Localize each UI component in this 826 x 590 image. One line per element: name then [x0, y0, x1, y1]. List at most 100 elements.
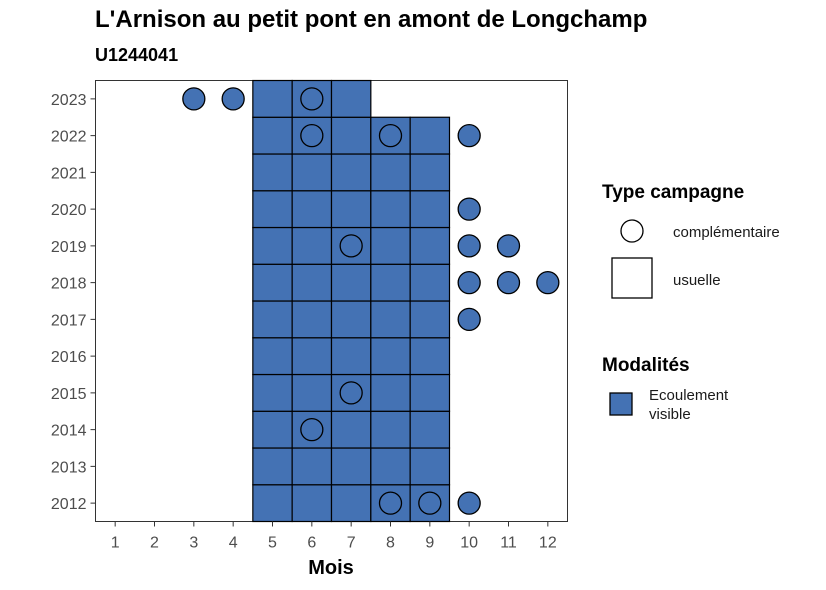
- usuelle-tile: [252, 190, 293, 229]
- x-axis: 1 2 3 4 5 6 7 8 9 10 11 12: [111, 521, 557, 552]
- legend-type-item: usuelle: [673, 272, 721, 289]
- usuelle-tile: [252, 337, 293, 376]
- usuelle-tile: [291, 373, 333, 412]
- x-tick-label: 8: [386, 535, 395, 552]
- y-tick-label: 2017: [51, 312, 87, 329]
- usuelle-tile: [409, 153, 451, 192]
- complementaire-point: [221, 87, 245, 111]
- legend-type-item: complémentaire: [673, 224, 780, 241]
- usuelle-tile: [291, 153, 333, 192]
- x-tick-label: 6: [307, 535, 316, 552]
- x-tick-label: 10: [460, 535, 478, 552]
- usuelle-tile: [409, 447, 451, 486]
- complementaire-point: [378, 123, 403, 148]
- legend-modal-key: [609, 392, 633, 416]
- usuelle-tile: [252, 410, 293, 449]
- y-tick-label: 2015: [51, 386, 87, 403]
- usuelle-tile: [291, 484, 333, 523]
- usuelle-tile: [252, 263, 293, 302]
- y-axis: 2012 2013 2014 2015 2016 2017 2018 2019 2020 2021…: [51, 92, 96, 513]
- x-tick-label: 4: [229, 535, 238, 552]
- usuelle-tile: [291, 263, 333, 302]
- usuelle-tile: [330, 190, 372, 229]
- complementaire-point: [457, 491, 481, 515]
- legend-modal-label-line: Ecoulement: [649, 387, 729, 404]
- complementaire-points: [182, 87, 560, 515]
- page-title: L'Arnison au petit pont en amont de Long…: [95, 6, 648, 33]
- x-tick-label: 12: [539, 535, 557, 552]
- usuelle-tiles: [252, 79, 451, 523]
- complementaire-point: [457, 123, 481, 148]
- complementaire-point: [496, 234, 521, 258]
- legend-modal-label-line: visible: [649, 406, 691, 423]
- x-axis-title: Mois: [308, 557, 354, 579]
- complementaire-point: [339, 381, 363, 405]
- complementaire-point: [496, 270, 521, 295]
- y-tick-label: 2020: [51, 202, 87, 219]
- x-tick-label: 9: [425, 535, 434, 552]
- legend-modal-title: Modalités: [602, 355, 690, 376]
- x-tick-label: 5: [268, 535, 277, 552]
- usuelle-tile: [330, 484, 372, 523]
- usuelle-tile: [409, 263, 451, 302]
- usuelle-tile: [252, 153, 293, 192]
- complementaire-point: [457, 270, 481, 295]
- legend-circle-symbol: [620, 219, 644, 243]
- usuelle-tile: [330, 79, 372, 118]
- x-tick-label: 11: [500, 535, 517, 552]
- complementaire-point: [339, 234, 363, 258]
- usuelle-tile: [330, 116, 372, 155]
- x-tick-label: 1: [111, 535, 120, 552]
- usuelle-tile: [291, 226, 333, 265]
- complementaire-point: [300, 123, 324, 148]
- legend: Type campagne complémentaire usuelle Mod…: [602, 182, 780, 423]
- usuelle-tile: [370, 410, 411, 449]
- complementaire-point: [300, 87, 324, 111]
- usuelle-tile: [409, 190, 451, 229]
- usuelle-tile: [409, 226, 451, 265]
- page-subtitle: U1244041: [95, 45, 179, 65]
- usuelle-tile: [330, 447, 372, 486]
- usuelle-tile: [330, 263, 372, 302]
- usuelle-tile: [291, 190, 333, 229]
- y-tick-label: 2023: [51, 92, 87, 109]
- usuelle-tile: [370, 263, 411, 302]
- usuelle-tile: [370, 190, 411, 229]
- legend-modal-label: Ecoulement visible: [649, 387, 729, 423]
- usuelle-tile: [252, 116, 293, 155]
- usuelle-tile: [252, 226, 293, 265]
- usuelle-tile: [291, 447, 333, 486]
- complementaire-point: [457, 307, 481, 332]
- usuelle-tile: [252, 447, 293, 486]
- usuelle-tile: [409, 373, 451, 412]
- usuelle-tile: [370, 153, 411, 192]
- complementaire-point: [378, 491, 403, 515]
- complementaire-point: [182, 87, 206, 111]
- usuelle-tile: [291, 337, 333, 376]
- usuelle-tile: [252, 373, 293, 412]
- x-tick-label: 7: [347, 535, 356, 552]
- usuelle-tile: [291, 300, 333, 339]
- x-tick-label: 2: [150, 535, 159, 552]
- y-tick-label: 2018: [51, 276, 87, 293]
- usuelle-tile: [370, 337, 411, 376]
- legend-type-title: Type campagne: [602, 182, 744, 203]
- y-tick-label: 2012: [51, 496, 87, 513]
- usuelle-tile: [409, 410, 451, 449]
- legend-square-symbol: [611, 257, 653, 299]
- usuelle-tile: [370, 226, 411, 265]
- y-tick-label: 2019: [51, 239, 87, 256]
- y-tick-label: 2021: [51, 165, 87, 182]
- usuelle-tile: [409, 337, 451, 376]
- complementaire-point: [418, 491, 442, 515]
- usuelle-tile: [409, 116, 451, 155]
- usuelle-tile: [370, 300, 411, 339]
- usuelle-tile: [330, 153, 372, 192]
- usuelle-tile: [370, 447, 411, 486]
- y-tick-label: 2013: [51, 459, 87, 476]
- x-tick-label: 3: [189, 535, 198, 552]
- usuelle-tile: [252, 300, 293, 339]
- complementaire-point: [300, 417, 324, 442]
- usuelle-tile: [252, 484, 293, 523]
